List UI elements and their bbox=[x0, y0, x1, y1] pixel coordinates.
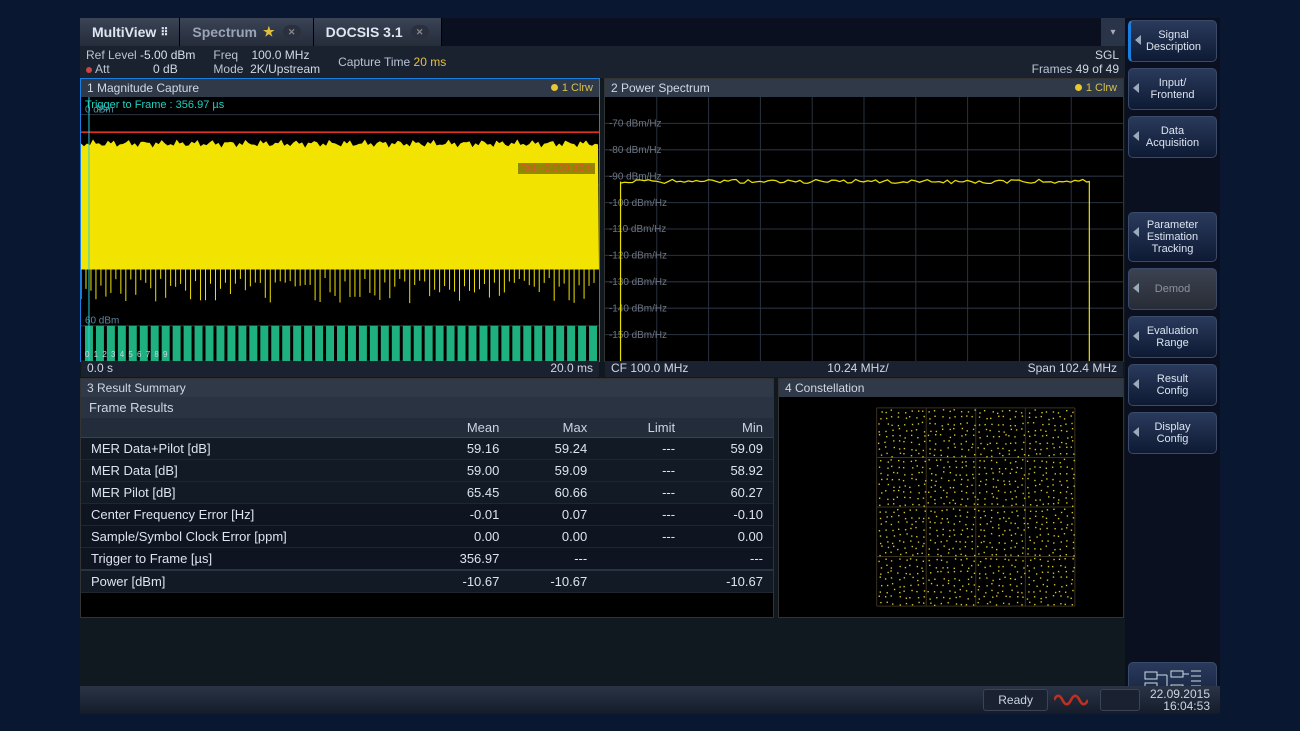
table-row: Center Frequency Error [Hz]-0.010.07----… bbox=[81, 504, 773, 526]
tab-multiview[interactable]: MultiView ⠿ bbox=[80, 18, 180, 46]
tab-label: DOCSIS 3.1 bbox=[326, 24, 403, 40]
side-button[interactable]: Demod bbox=[1128, 268, 1217, 310]
side-button[interactable]: Signal Description bbox=[1128, 20, 1217, 62]
pane-title: 2 Power Spectrum bbox=[611, 81, 710, 95]
table-row: Power [dBm]-10.67-10.67-10.67 bbox=[81, 570, 773, 593]
wave-icon bbox=[1054, 691, 1088, 709]
datetime: 22.09.201516:04:53 bbox=[1140, 688, 1220, 712]
svg-text:-70 dBm/Hz: -70 dBm/Hz bbox=[609, 118, 662, 129]
table-row: MER Data [dB]59.0059.09---58.92 bbox=[81, 460, 773, 482]
svg-text:-120 dBm/Hz: -120 dBm/Hz bbox=[609, 250, 667, 261]
pane-result-summary[interactable]: 3 Result Summary Frame Results MeanMaxLi… bbox=[80, 378, 774, 618]
svg-text:-80 dBm/Hz: -80 dBm/Hz bbox=[609, 145, 662, 156]
side-button-column: Signal Description Input/ Frontend Data Ac… bbox=[1125, 18, 1220, 714]
pane-title: 3 Result Summary bbox=[87, 381, 186, 395]
tab-docsis[interactable]: DOCSIS 3.1 ✕ bbox=[314, 18, 442, 46]
ref-line-label: Ref. -5.000 dBm bbox=[518, 163, 595, 174]
pane-constellation[interactable]: 4 Constellation bbox=[778, 378, 1124, 618]
side-button[interactable]: Display Config bbox=[1128, 412, 1217, 454]
side-button[interactable]: Input/ Frontend bbox=[1128, 68, 1217, 110]
svg-text:-100 dBm/Hz: -100 dBm/Hz bbox=[609, 198, 667, 209]
side-button[interactable]: Result Config bbox=[1128, 364, 1217, 406]
trigger-label: Trigger to Frame : 356.97 µs bbox=[85, 99, 224, 111]
svg-text:-140 dBm/Hz: -140 dBm/Hz bbox=[609, 303, 667, 314]
svg-text:-150 dBm/Hz: -150 dBm/Hz bbox=[609, 330, 667, 341]
table-row: MER Pilot [dB]65.4560.66---60.27 bbox=[81, 482, 773, 504]
x-axis: 0.0 s20.0 ms bbox=[81, 361, 599, 377]
status-bar: Ready 22.09.201516:04:53 bbox=[80, 686, 1220, 714]
x-axis: CF 100.0 MHz10.24 MHz/Span 102.4 MHz bbox=[605, 361, 1123, 377]
tab-label: Spectrum bbox=[192, 24, 257, 40]
frames-status: SGL Frames 49 of 49 bbox=[1032, 48, 1119, 76]
pane-magnitude-capture[interactable]: 1 Magnitude Capture1 Clrw Trigger to Fra… bbox=[80, 78, 600, 362]
tab-label: MultiView bbox=[92, 24, 156, 40]
empty-status bbox=[1100, 689, 1140, 711]
chart-area: Trigger to Frame : 356.97 µs Ref. -5.000… bbox=[81, 97, 599, 361]
chart-area: -70 dBm/Hz-80 dBm/Hz-90 dBm/Hz-100 dBm/H… bbox=[605, 97, 1123, 361]
star-icon: ★ bbox=[263, 24, 275, 40]
tab-spectrum[interactable]: Spectrum ★ ✕ bbox=[180, 18, 313, 46]
table-row: MER Data+Pilot [dB]59.1659.24---59.09 bbox=[81, 438, 773, 460]
side-button[interactable]: Parameter Estimation Tracking bbox=[1128, 212, 1217, 262]
ref-level: Ref Level -5.00 dBm Att 0 dB bbox=[86, 48, 195, 76]
svg-text:60 dBm: 60 dBm bbox=[85, 315, 119, 326]
side-button[interactable]: Data Acquisition bbox=[1128, 116, 1217, 158]
tab-bar: MultiView ⠿ Spectrum ★ ✕ DOCSIS 3.1 ✕ ▾ bbox=[80, 18, 1125, 46]
result-table: Frame Results MeanMaxLimitMinMER Data+Pi… bbox=[81, 397, 773, 617]
table-row: Sample/Symbol Clock Error [ppm]0.000.00-… bbox=[81, 526, 773, 548]
tab-dropdown[interactable]: ▾ bbox=[1101, 18, 1125, 46]
close-icon[interactable]: ✕ bbox=[411, 25, 429, 39]
close-icon[interactable]: ✕ bbox=[283, 25, 301, 39]
table-subheader: Frame Results bbox=[81, 397, 773, 418]
pane-power-spectrum[interactable]: 2 Power Spectrum1 Clrw -70 dBm/Hz-80 dBm… bbox=[604, 78, 1124, 362]
frame-digits: 0 1 2 3 4 5 6 7 8 9 bbox=[85, 350, 169, 359]
freq-mode: Freq 100.0 MHz Mode 2K/Upstream bbox=[213, 48, 320, 76]
dots-icon: ⠿ bbox=[160, 26, 167, 39]
capture-time: Capture Time 20 ms bbox=[338, 55, 446, 69]
svg-text:-110 dBm/Hz: -110 dBm/Hz bbox=[609, 224, 666, 235]
pane-title: 1 Magnitude Capture bbox=[87, 81, 199, 95]
pane-title: 4 Constellation bbox=[785, 381, 864, 395]
table-row: Trigger to Frame [µs]356.97------ bbox=[81, 548, 773, 571]
constellation-area bbox=[779, 397, 1123, 617]
settings-bar: Ref Level -5.00 dBm Att 0 dB Freq 100.0 … bbox=[80, 46, 1125, 78]
status-ready: Ready bbox=[983, 689, 1048, 711]
svg-text:-130 dBm/Hz: -130 dBm/Hz bbox=[609, 277, 667, 288]
side-button[interactable]: Evaluation Range bbox=[1128, 316, 1217, 358]
